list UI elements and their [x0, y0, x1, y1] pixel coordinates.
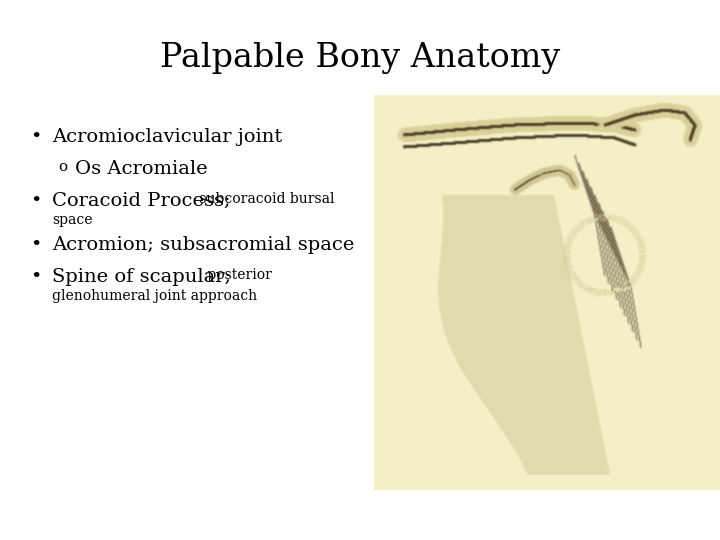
Text: Acromioclavicular joint: Acromioclavicular joint [52, 128, 282, 146]
Text: •: • [30, 128, 41, 146]
Text: Palpable Bony Anatomy: Palpable Bony Anatomy [160, 42, 560, 74]
Text: Acromion; subsacromial space: Acromion; subsacromial space [52, 236, 354, 254]
Text: Coracoid Process;: Coracoid Process; [52, 192, 230, 210]
Text: o: o [58, 160, 67, 174]
Text: space: space [52, 213, 92, 227]
Text: Spine of scapular;: Spine of scapular; [52, 268, 231, 286]
Text: •: • [30, 192, 41, 210]
Text: •: • [30, 268, 41, 286]
Text: Os Acromiale: Os Acromiale [75, 160, 207, 178]
Text: posterior: posterior [203, 268, 272, 282]
Text: subcoracoid bursal: subcoracoid bursal [195, 192, 334, 206]
Text: •: • [30, 236, 41, 254]
Text: glenohumeral joint approach: glenohumeral joint approach [52, 289, 257, 303]
